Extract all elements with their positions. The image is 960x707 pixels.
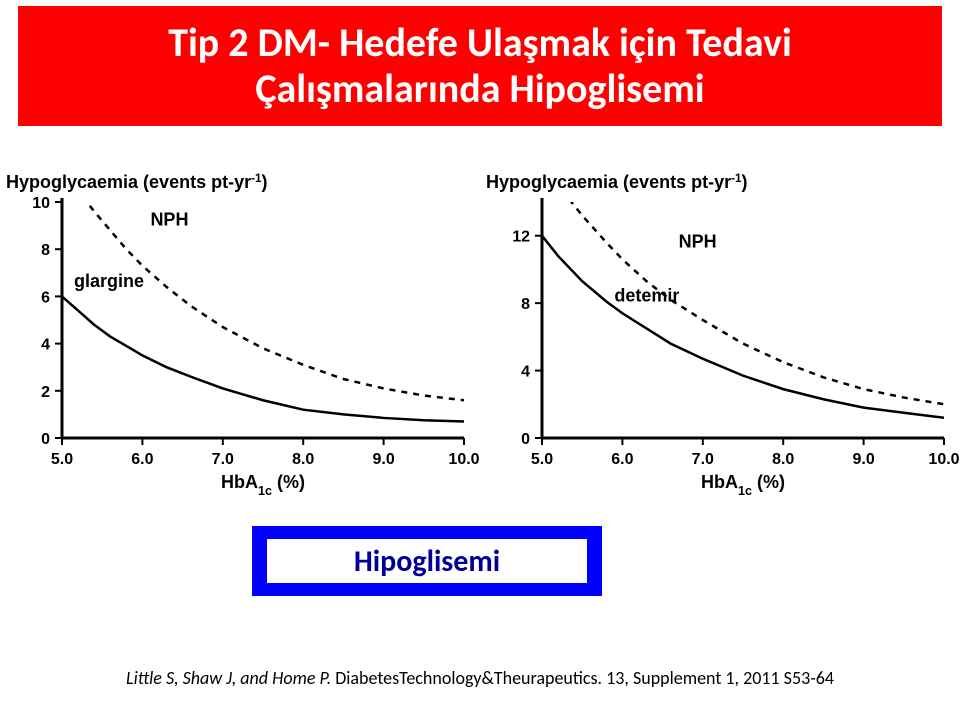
svg-text:0: 0 [521, 431, 530, 448]
svg-text:7.0: 7.0 [692, 451, 714, 468]
subtitle-text: Hipoglisemi [354, 543, 500, 580]
svg-text:9.0: 9.0 [852, 451, 874, 468]
citation: Little S, Shaw J, and Home P. DiabetesTe… [0, 667, 960, 689]
svg-text:0: 0 [41, 431, 50, 448]
svg-text:4: 4 [41, 337, 50, 354]
svg-text:NPH: NPH [679, 232, 717, 252]
title-box: Tip 2 DM- Hedefe Ulaşmak için Tedavi Çal… [18, 6, 942, 126]
svg-text:8: 8 [41, 242, 50, 259]
svg-text:2: 2 [41, 384, 50, 401]
citation-authors: Little S, Shaw J, and Home P. [126, 667, 331, 689]
svg-text:5.0: 5.0 [51, 451, 73, 468]
charts-row: 0 2 4 6 8 10 5.0 6.0 7.0 8.0 9.0 10.0 Hypoglycaemia … [0, 160, 960, 500]
svg-text:10: 10 [32, 195, 50, 212]
subtitle-box: Hipoglisemi [252, 526, 602, 596]
chart-left: 0 2 4 6 8 10 5.0 6.0 7.0 8.0 9.0 10.0 Hypoglycaemia … [0, 160, 480, 500]
chart-right: 0 4 8 12 5.0 6.0 7.0 8.0 9.0 10.0 Hypoglycaemia (e… [480, 160, 960, 500]
title-text: Tip 2 DM- Hedefe Ulaşmak için Tedavi Çal… [168, 20, 792, 112]
svg-text:9.0: 9.0 [372, 451, 394, 468]
svg-text:glargine: glargine [74, 271, 144, 291]
citation-rest: DiabetesTechnology&Theurapeutics. 13, Su… [331, 667, 834, 689]
svg-text:NPH: NPH [150, 210, 188, 230]
svg-text:5.0: 5.0 [531, 451, 553, 468]
svg-text:Hypoglycaemia (events pt-yr-1): Hypoglycaemia (events pt-yr-1) [486, 172, 748, 193]
svg-text:8.0: 8.0 [772, 451, 794, 468]
title-line-2: Çalışmalarında Hipoglisemi [255, 64, 704, 113]
svg-text:7.0: 7.0 [212, 451, 234, 468]
svg-text:6.0: 6.0 [611, 451, 633, 468]
svg-text:12: 12 [512, 229, 530, 246]
svg-text:8: 8 [521, 296, 530, 313]
slide: Tip 2 DM- Hedefe Ulaşmak için Tedavi Çal… [0, 0, 960, 707]
svg-text:4: 4 [521, 364, 530, 381]
svg-text:8.0: 8.0 [292, 451, 314, 468]
svg-text:HbA1c (%): HbA1c (%) [221, 472, 305, 498]
svg-text:6.0: 6.0 [131, 451, 153, 468]
title-line-1: Tip 2 DM- Hedefe Ulaşmak için Tedavi [168, 18, 792, 67]
svg-text:HbA1c (%): HbA1c (%) [701, 472, 785, 498]
svg-text:10.0: 10.0 [448, 451, 479, 468]
svg-text:Hypoglycaemia (events pt-yr-1): Hypoglycaemia (events pt-yr-1) [6, 172, 268, 193]
subtitle-inner: Hipoglisemi [267, 539, 587, 583]
svg-text:6: 6 [41, 289, 50, 306]
svg-text:10.0: 10.0 [928, 451, 959, 468]
svg-text:detemir: detemir [614, 285, 679, 305]
